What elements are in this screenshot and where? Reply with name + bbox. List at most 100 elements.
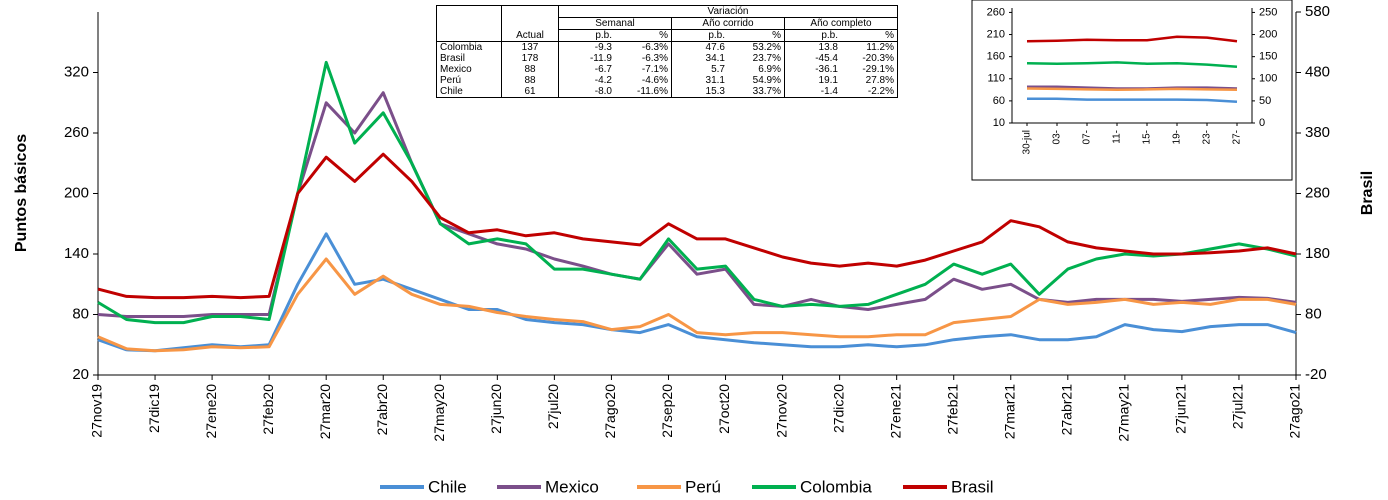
series-line (97, 152, 1297, 300)
y2-tick-label: 280 (1305, 184, 1330, 201)
x-tick-label: 27abr20 (374, 384, 390, 436)
table-cell: 6.9% (758, 64, 781, 75)
x-tick-label: 27ene20 (203, 384, 219, 439)
table-cell: % (615, 29, 672, 42)
table-cell: 34.1 (671, 53, 728, 64)
table-cell: 53.2% (752, 42, 781, 53)
table-row: Brasil 178 -11.9 -6.3% 34.1 23.7% -45.4 -20.3% (436, 53, 898, 64)
table-row: Semanal Año corrido Año completo (437, 17, 898, 30)
x-tick-label: 27mar20 (317, 384, 333, 439)
table-cell: Mexico (436, 64, 502, 75)
table-cell: 88 (501, 75, 559, 86)
table-cell: p.b. (671, 29, 728, 42)
table-cell: 5.7 (671, 64, 728, 75)
x-tick-label: 03- (1052, 130, 1063, 144)
chart-1: 10 60 110 160 210 260 0 50 100 150 200 250 30-jul 03-… (971, 0, 1293, 181)
x-tick-label: 27oct20 (716, 384, 732, 434)
x-tick-label: 27jun20 (488, 384, 504, 434)
table-cell (501, 5, 559, 30)
table-cell: -4.6% (641, 75, 668, 86)
series-line (97, 232, 1297, 353)
legend-label: Perú (685, 477, 721, 496)
table-cell: -6.3% (641, 42, 668, 53)
y-tick-label: 260 (987, 6, 1005, 18)
table-cell: -45.4 (784, 53, 841, 64)
x-tick-label: 27feb20 (260, 384, 276, 435)
y-tick-label: 320 (64, 63, 89, 80)
series-line (1026, 87, 1238, 92)
table-cell: 88 (501, 64, 559, 75)
legend-label: Mexico (545, 477, 599, 496)
y2-tick-label: 200 (1259, 28, 1277, 40)
y-tick-label: 210 (987, 28, 1005, 40)
x-tick-label: 27jul20 (545, 384, 561, 429)
table-cell: Variación (558, 5, 898, 18)
y2-tick-label: -20 (1305, 366, 1327, 383)
x-tick-label: 19- (1172, 130, 1183, 144)
table-cell: -4.2 (558, 75, 615, 86)
table-cell: -2.2% (867, 86, 894, 97)
table-row: Variación (436, 5, 898, 42)
table-cell: -20.3% (862, 53, 894, 64)
x-tick-label: 30-jul (1022, 130, 1033, 154)
y-tick-label: 260 (64, 124, 89, 141)
table-row: Colombia 137 -9.3 -6.3% 47.6 53.2% 13.8 11.2% (436, 41, 898, 53)
table-cell: Colombia (436, 41, 502, 53)
x-tick-label: 27jun21 (1173, 384, 1189, 434)
table-cell: Perú (436, 75, 502, 86)
table-cell: p.b. (784, 29, 841, 42)
series-line (1026, 35, 1238, 43)
table-cell: -36.1 (784, 64, 841, 75)
table-cell: 27.8% (865, 75, 894, 86)
x-tick-label: 23- (1202, 130, 1213, 144)
x-tick-label: 27abr21 (1059, 384, 1075, 436)
table-cell: -9.3 (558, 41, 615, 53)
table-cell: 15.3 (671, 86, 728, 98)
table-cell: -7.1% (641, 64, 668, 75)
table-cell (436, 5, 502, 42)
y-tick-label: 80 (72, 305, 89, 322)
x-tick-label: 07- (1082, 130, 1093, 144)
x-tick-label: 27ago21 (1287, 384, 1303, 439)
y2-tick-label: 380 (1305, 124, 1330, 141)
table-cell: 23.7% (752, 53, 781, 64)
x-tick-label: 27nov19 (89, 384, 105, 438)
y2-tick-label: 50 (1259, 95, 1271, 107)
legend-label: Brasil (951, 477, 994, 496)
y-tick-label: 140 (64, 245, 89, 262)
table-cell: 13.8 (784, 41, 841, 53)
y2-tick-label: 0 (1259, 117, 1265, 129)
x-tick-label: 27mar21 (1001, 384, 1017, 439)
table-cell: Semanal (558, 17, 672, 30)
x-tick-label: 27dic20 (830, 384, 846, 433)
table-cell: Chile (436, 86, 502, 98)
y-tick-label: 110 (987, 73, 1005, 85)
table-row: Chile 61 -8.0 -11.6% 15.3 33.7% -1.4 -2.2% (436, 86, 898, 98)
table-cell: -6.7 (558, 64, 615, 75)
y-tick-label: 200 (64, 184, 89, 201)
y2-tick-label: 580 (1305, 3, 1330, 20)
table-cell: -1.4 (784, 86, 841, 98)
table-cell: 137 (501, 41, 559, 53)
variation-table: Variación Semanal Año corrido Año completo A… (436, 5, 898, 98)
x-tick-label: 27dic19 (146, 384, 162, 433)
x-tick-label: 27feb21 (944, 384, 960, 435)
y-tick-label: 160 (987, 51, 1005, 63)
table-cell: -29.1% (862, 64, 894, 75)
table-row: Perú 88 -4.2 -4.6% 31.1 54.9% 19.1 27.8% (436, 75, 898, 86)
table-cell: 11.2% (866, 42, 894, 53)
x-tick-label: 27jul21 (1230, 384, 1246, 429)
y2-tick-label: 100 (1259, 73, 1277, 85)
y-tick-label: 20 (72, 366, 89, 383)
y-tick-label: 10 (993, 117, 1005, 129)
table-cell: -8.0 (558, 86, 615, 98)
table-row: Actual p.b.% p.b.% p.b.% (437, 29, 898, 42)
x-tick-label: 27- (1232, 130, 1243, 144)
x-tick-label: 15- (1142, 130, 1153, 144)
y2-tick-label: 150 (1259, 51, 1277, 63)
x-tick-label: 27nov20 (773, 384, 789, 438)
table-cell: Año completo (784, 17, 898, 30)
x-tick-label: 27ago20 (602, 384, 618, 439)
